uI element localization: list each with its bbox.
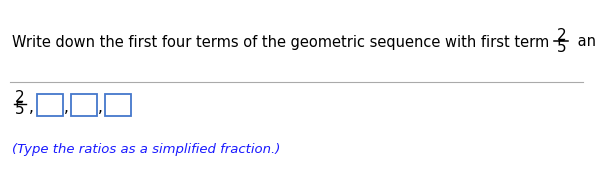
FancyBboxPatch shape [105,94,131,116]
FancyBboxPatch shape [71,94,97,116]
FancyBboxPatch shape [37,94,63,116]
Text: (Type the ratios as a simplified fraction.): (Type the ratios as a simplified fractio… [12,143,280,157]
Text: 2: 2 [15,90,25,106]
Text: 2: 2 [556,28,566,42]
Text: ,: , [29,100,34,115]
Text: 5: 5 [15,103,25,117]
Text: Write down the first four terms of the geometric sequence with first term: Write down the first four terms of the g… [12,35,549,49]
Text: ,: , [64,100,69,115]
Text: ,: , [98,100,103,115]
Text: and common ratio: and common ratio [573,35,595,49]
Text: 5: 5 [556,39,566,55]
